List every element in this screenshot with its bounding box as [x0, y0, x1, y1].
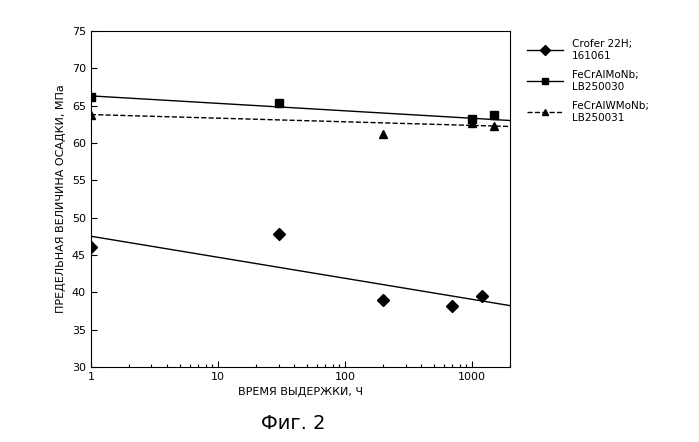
- X-axis label: ВРЕМЯ ВЫДЕРЖКИ, Ч: ВРЕМЯ ВЫДЕРЖКИ, Ч: [238, 387, 363, 397]
- Y-axis label: ПРЕДЕЛЬНАЯ ВЕЛИЧИНА ОСАДКИ, МПа: ПРЕДЕЛЬНАЯ ВЕЛИЧИНА ОСАДКИ, МПа: [57, 84, 66, 313]
- Legend: Crofer 22H;
161061, FeCrAlMoNb;
LB250030, FeCrAlWMoNb;
LB250031: Crofer 22H; 161061, FeCrAlMoNb; LB250030…: [524, 36, 652, 126]
- Text: Фиг. 2: Фиг. 2: [261, 414, 326, 433]
